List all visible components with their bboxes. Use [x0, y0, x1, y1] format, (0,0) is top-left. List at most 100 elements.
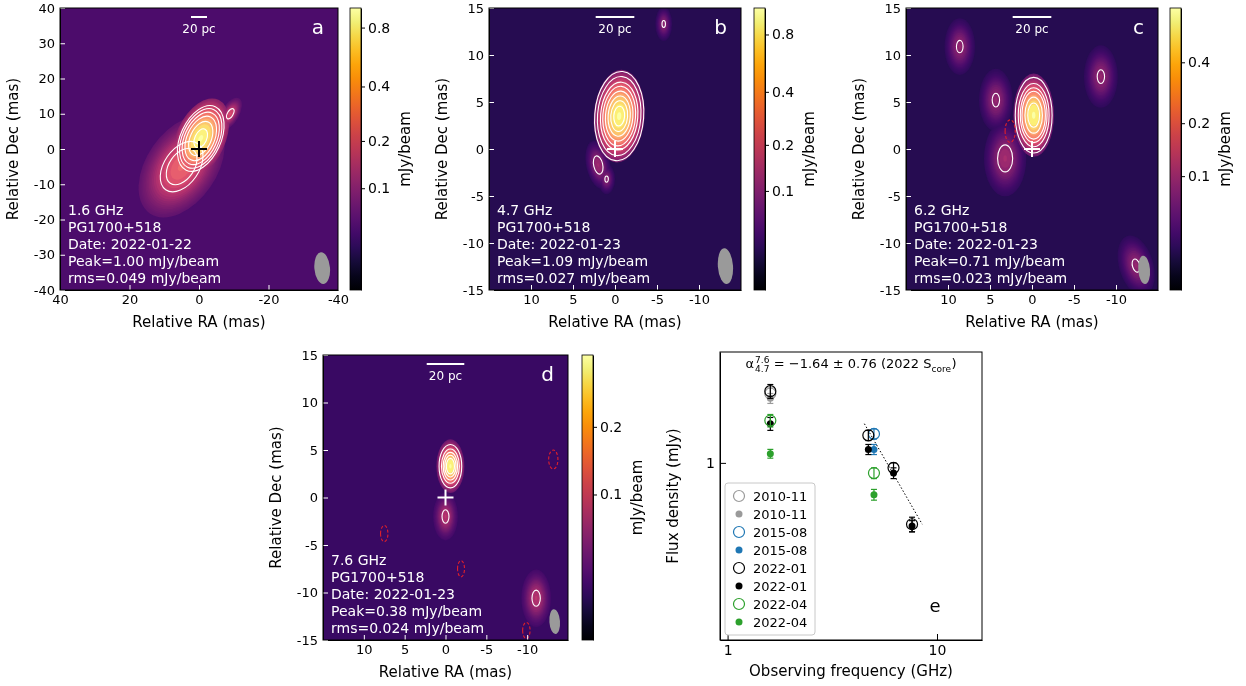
panel-label: c	[1133, 15, 1144, 39]
contour	[1018, 84, 1049, 147]
emission	[946, 22, 973, 72]
axis: 1050-5-10	[490, 285, 742, 307]
tick-label: 10	[940, 292, 957, 307]
panel-label: d	[541, 362, 554, 386]
fit-label-part: α	[746, 356, 755, 371]
contour	[992, 93, 999, 107]
emission	[657, 11, 670, 37]
emission	[1091, 58, 1111, 95]
tick-label: 0	[310, 490, 318, 505]
axis-title: Flux density (mJy)	[664, 428, 682, 563]
emission	[1021, 88, 1047, 142]
emission	[1019, 85, 1049, 146]
emission	[1088, 53, 1114, 101]
tick-mark	[60, 43, 65, 44]
tick-label: 10	[884, 48, 901, 63]
tick: 10	[940, 285, 957, 307]
emission	[617, 112, 622, 120]
point	[909, 523, 916, 530]
tick: 10	[523, 285, 540, 307]
emission	[996, 142, 1014, 174]
emission	[1122, 246, 1150, 285]
plot-frame	[489, 8, 741, 290]
tick: 0	[47, 142, 65, 157]
contour	[549, 450, 558, 469]
contour	[610, 100, 629, 132]
tick: 5	[893, 95, 911, 110]
tick-label: 40	[38, 1, 55, 16]
error-cap	[871, 489, 877, 490]
emission	[169, 99, 233, 178]
contour	[998, 145, 1013, 172]
emission	[445, 457, 455, 476]
axis-title: Relative Dec (mas)	[267, 426, 285, 568]
emission	[1014, 75, 1053, 156]
emission	[1114, 234, 1158, 290]
annotation: rms=0.027 mJy/beam	[497, 270, 650, 286]
tick-label: 0.8	[368, 20, 390, 36]
image-background	[323, 355, 568, 640]
tick-label: 5	[476, 95, 484, 110]
emission	[524, 574, 549, 622]
contour	[956, 40, 963, 52]
tick-mark	[906, 149, 911, 150]
contour	[1097, 70, 1104, 84]
emission	[949, 26, 971, 67]
tick-mark	[527, 635, 528, 640]
emission	[989, 87, 1003, 114]
tick-mark	[60, 220, 65, 221]
contour	[1015, 77, 1052, 153]
tick: 10	[467, 48, 494, 63]
emission	[187, 121, 215, 156]
tick-mark	[906, 55, 911, 56]
tick-label: -10	[297, 585, 318, 600]
tick: -5	[1068, 285, 1081, 307]
annotation: Date: 2022-01-23	[914, 236, 1038, 252]
emission	[1003, 155, 1007, 161]
tick: 5	[310, 443, 328, 458]
tick-label: 15	[467, 1, 484, 16]
tick-label: 10	[929, 642, 947, 658]
emission	[1112, 232, 1158, 290]
emission	[660, 16, 668, 33]
tick: 1	[724, 634, 733, 658]
emission	[998, 145, 1013, 172]
emission	[531, 588, 541, 608]
tick: 0.2	[1181, 115, 1210, 131]
emission	[599, 83, 639, 150]
emission	[948, 25, 971, 69]
panel: 40200-20-40-40-30-20-10010203040Relative…	[4, 1, 414, 331]
emission	[1013, 73, 1054, 156]
emission	[1111, 231, 1158, 290]
beam	[313, 252, 331, 285]
annotation: PG1700+518	[68, 219, 161, 235]
contour	[592, 155, 605, 176]
emission	[1094, 63, 1108, 90]
legend-label: 2015-08	[753, 543, 807, 558]
tick: 10	[356, 635, 373, 657]
emission	[1117, 238, 1156, 290]
error-cap	[865, 454, 871, 455]
tick-label: 1	[706, 455, 715, 471]
axis-title: Relative RA (mas)	[379, 663, 512, 681]
legend-label: 2010-11	[753, 489, 807, 504]
tick: 10	[884, 48, 911, 63]
emission	[991, 134, 1018, 183]
emission	[990, 131, 1021, 186]
point	[907, 519, 918, 530]
contour	[598, 80, 640, 151]
tick-mark	[60, 184, 65, 185]
annotation: PG1700+518	[331, 569, 424, 585]
emission	[166, 95, 236, 181]
tick-mark	[361, 28, 365, 29]
emission	[598, 81, 640, 152]
contour	[591, 69, 647, 163]
tick: 20	[122, 285, 139, 307]
contour	[595, 75, 644, 158]
axis-title: Relative RA (mas)	[965, 313, 1098, 331]
panel-label: b	[714, 15, 727, 39]
tick: 5	[569, 285, 577, 307]
emission	[1022, 90, 1046, 140]
contour	[604, 90, 635, 143]
tick-label: 20	[122, 292, 139, 307]
